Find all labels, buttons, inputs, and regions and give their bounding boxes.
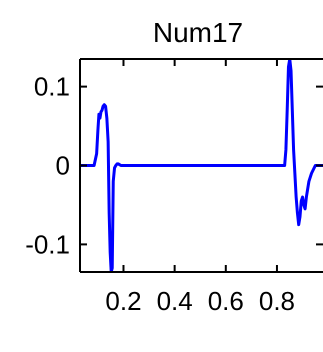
x-tick-label: 0.8 <box>259 286 295 316</box>
chart-title: Num17 <box>153 17 243 48</box>
y-tick-label: 0 <box>56 151 70 181</box>
series-line-0 <box>80 59 323 272</box>
axes: 0.1 0 -0.1 0.2 0.4 0.6 0.8 <box>25 58 323 316</box>
x-tick-label: 0.2 <box>105 286 141 316</box>
x-tick-label: 0.6 <box>208 286 244 316</box>
y-tick-label: 0.1 <box>34 72 70 102</box>
y-tick-label: -0.1 <box>25 229 70 259</box>
x-tick-label: 0.4 <box>157 286 193 316</box>
plot-area <box>80 59 323 272</box>
